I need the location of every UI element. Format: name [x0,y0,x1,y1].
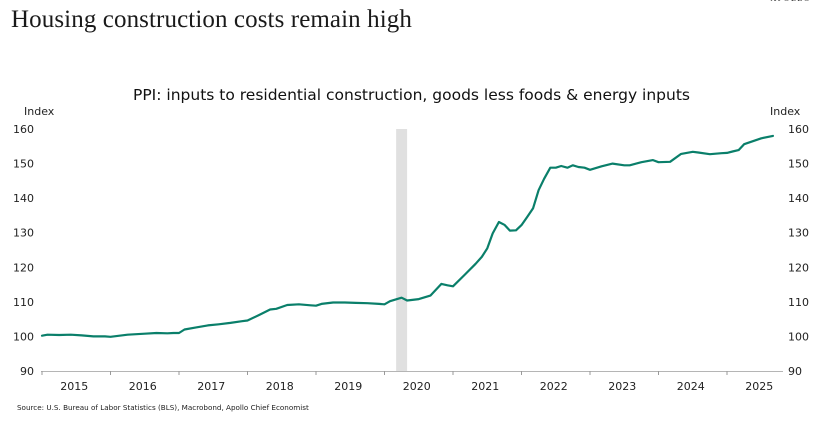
x-tick-label: 2024 [677,380,705,393]
x-tick-label: 2017 [197,380,225,393]
x-tick-label: 2023 [608,380,636,393]
y-tick-label-left: 120 [13,261,34,274]
headline: Housing construction costs remain high [11,6,412,33]
y-tick-label-left: 110 [13,296,34,309]
y-axis-right-title: Index [770,105,801,118]
y-axis-right-ticks: 90 100 110 120 130 140 150 160 [788,123,809,378]
x-tick-label: 2019 [334,380,362,393]
brand-logo: APOLLO [770,0,811,3]
x-tick-label: 2020 [403,380,431,393]
x-tick-label: 2015 [60,380,88,393]
source-note: Source: U.S. Bureau of Labor Statistics … [17,403,309,412]
y-tick-label-right: 130 [788,227,809,240]
x-tick-label: 2021 [471,380,499,393]
y-tick-label-left: 160 [13,123,34,136]
y-tick-label-right: 100 [788,330,809,343]
y-tick-label-right: 160 [788,123,809,136]
shaded-regions [396,129,408,371]
series-lines [40,134,775,338]
recession-band [396,129,408,371]
y-tick-label-right: 90 [788,365,802,378]
x-tick-label: 2025 [745,380,773,393]
x-tick-label: 2016 [129,380,157,393]
x-tick-label: 2018 [266,380,294,393]
y-tick-label-left: 140 [13,192,34,205]
y-tick-label-left: 90 [20,365,34,378]
y-tick-label-left: 150 [13,158,34,171]
y-axis-left-ticks: 90 100 110 120 130 140 150 160 [13,123,34,378]
y-tick-label-right: 110 [788,296,809,309]
y-tick-label-right: 120 [788,261,809,274]
x-tick-label: 2022 [540,380,568,393]
y-axis-left-title: Index [24,105,55,118]
chart-title: PPI: inputs to residential construction,… [132,86,690,104]
series-line-ppi [40,134,775,338]
y-tick-label-left: 130 [13,227,34,240]
y-tick-label-right: 150 [788,158,809,171]
x-axis-ticks: 2015 2016 2017 2018 2019 2020 2021 2022 2023 2024… [41,371,773,393]
y-tick-label-left: 100 [13,330,34,343]
y-tick-label-right: 140 [788,192,809,205]
